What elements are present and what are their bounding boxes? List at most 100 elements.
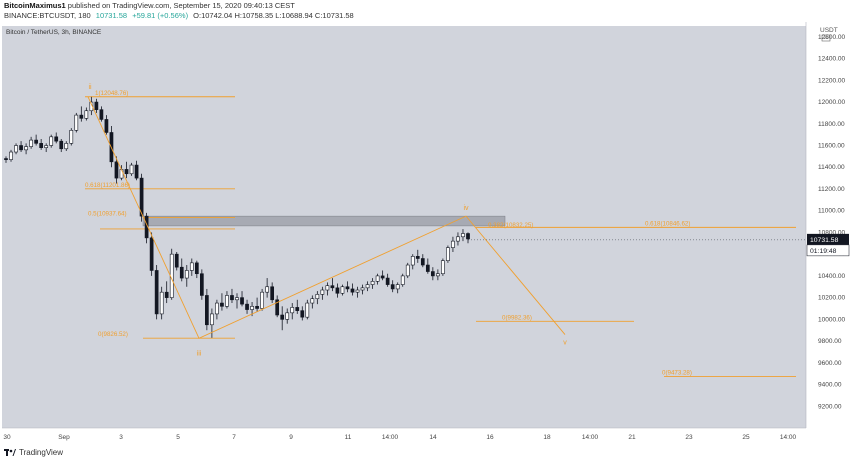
candle-body <box>250 306 254 310</box>
fib-level-label: 0.5(10937.64) <box>88 210 127 217</box>
candle-body <box>59 140 64 150</box>
candle-body <box>395 284 400 290</box>
tradingview-icon <box>4 449 16 456</box>
elliott-wave-path <box>87 96 566 339</box>
y-tick-label: 9200.00 <box>818 403 842 410</box>
candle-body <box>235 297 239 301</box>
chart-container[interactable]: USDT 9200.00 9400.00 9600.00 9800.00 10000.00… <box>0 22 850 446</box>
symbol-name: BINANCE:BTCUSDT, 180 <box>4 11 91 20</box>
candle-body <box>84 110 89 119</box>
wave-label: iii <box>197 350 202 357</box>
wave-label: iv <box>463 205 469 212</box>
y-tick-label: 11600.00 <box>818 143 845 150</box>
candle-body <box>420 258 425 266</box>
candle-body <box>380 275 385 279</box>
candle-body <box>325 285 330 291</box>
candle-body <box>54 136 59 142</box>
candle-body <box>240 297 244 305</box>
candle-body <box>34 139 38 144</box>
candle-body <box>215 302 219 315</box>
countdown-tag <box>806 244 850 257</box>
candle-body <box>451 240 455 248</box>
candle-body <box>385 277 390 285</box>
candle-body <box>159 291 164 315</box>
candle-body <box>345 286 350 290</box>
currency-label: USDT <box>820 27 838 34</box>
footer: TradingView <box>0 446 850 461</box>
price-chart[interactable]: USDT 9200.00 9400.00 9600.00 9800.00 10000.00… <box>0 22 850 446</box>
candle-body <box>184 270 189 279</box>
last-price-tag <box>807 233 849 245</box>
candle-body <box>285 312 290 320</box>
candle-body <box>220 302 224 307</box>
candle-body <box>300 310 305 318</box>
wave-label: v <box>563 340 567 347</box>
candle-body <box>189 262 194 271</box>
candle-body <box>265 286 269 293</box>
candle-body <box>210 313 214 326</box>
candle-body <box>330 285 335 289</box>
x-tick-label: 25 <box>742 434 750 441</box>
x-tick-label: 3 <box>119 434 123 441</box>
candle-body <box>24 146 28 151</box>
x-tick-label: 16 <box>486 434 494 441</box>
candle-body <box>315 294 320 300</box>
author-name[interactable]: BitcoinMaximus1 <box>4 1 66 10</box>
candle-body <box>44 145 49 148</box>
settings-icon-frame <box>821 34 831 42</box>
x-tick-label: 11 <box>345 434 352 441</box>
settings-icon <box>821 34 831 42</box>
candle-body <box>64 143 69 150</box>
header-price: 10731.58 <box>95 11 128 20</box>
y-tick-label: 10800.00 <box>818 229 845 236</box>
candle-body <box>99 109 104 120</box>
tradingview-logo[interactable]: TradingView <box>4 448 63 457</box>
candle-body <box>355 289 360 293</box>
candle-body <box>390 284 395 290</box>
y-tick-label: 9800.00 <box>818 338 842 345</box>
y-tick-label: 9600.00 <box>818 360 842 367</box>
candle-body <box>174 253 179 268</box>
candle-body <box>39 143 44 148</box>
x-tick-label: 30 <box>3 434 11 441</box>
publish-header: BitcoinMaximus1 published on TradingView… <box>0 0 850 22</box>
candle-body <box>149 237 154 271</box>
x-tick-label: 21 <box>628 434 636 441</box>
candle-body <box>225 295 229 307</box>
candle-body <box>164 291 169 298</box>
candle-body <box>194 262 199 275</box>
candle-body <box>89 101 94 112</box>
candle-body <box>134 164 139 179</box>
x-tick-label: Sep <box>58 434 70 441</box>
y-tick-label: 10000.00 <box>818 316 845 323</box>
candle-body <box>305 302 310 318</box>
y-tick-label: 9400.00 <box>818 382 842 389</box>
candle-body <box>360 287 365 291</box>
candle-body <box>49 136 54 146</box>
candle-body <box>466 233 470 240</box>
last-price-label: 10731.58 <box>810 237 839 244</box>
candle-body <box>280 314 285 320</box>
y-tick-label: 10200.00 <box>818 295 845 302</box>
candle-body <box>69 130 74 144</box>
fib-level-label: 0.618(10846.62) <box>645 220 690 227</box>
candle-body <box>9 151 13 160</box>
wave-label: ii <box>88 84 92 91</box>
candle-body <box>179 266 184 279</box>
fib-level-label: 0(9473.28) <box>662 370 692 377</box>
candle-body <box>436 273 440 277</box>
candle-body <box>139 177 144 217</box>
candle-body <box>94 101 99 110</box>
candle-body <box>14 145 18 153</box>
y-tick-label: 12000.00 <box>818 99 845 106</box>
y-tick-label: 12600.00 <box>818 34 845 41</box>
candle-body <box>19 145 23 151</box>
x-tick-label: 18 <box>543 434 551 441</box>
candle-body <box>461 233 465 238</box>
candle-body <box>456 236 460 242</box>
candle-body <box>310 298 315 304</box>
fib-level-label: 0.382(10832.25) <box>488 222 533 229</box>
y-tick-label: 11800.00 <box>818 121 845 128</box>
resistance-zone <box>142 215 506 227</box>
candle-body <box>340 286 345 294</box>
